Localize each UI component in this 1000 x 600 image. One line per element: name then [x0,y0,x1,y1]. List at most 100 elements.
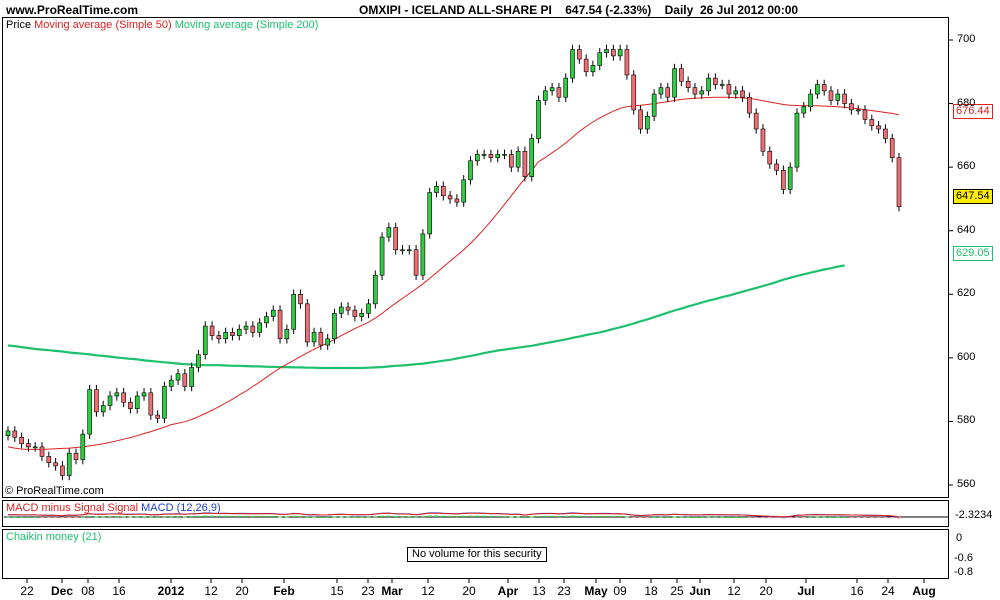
candle-body [141,392,147,397]
macd-histogram-bar [556,516,561,518]
legend-ma200: Moving average (Simple 200) [174,19,319,31]
candle-body [352,309,358,317]
macd-histogram-bar [380,515,385,517]
x-tick-label: 24 [881,584,895,598]
macd-histogram-bar [230,515,235,517]
candle-body [468,160,473,181]
candle-body [604,49,609,54]
candle-body [270,309,276,317]
chaikin-tick-0: 0 [956,532,963,544]
candle-body [658,87,664,95]
candle-body [611,49,616,57]
chaikin-tick-2: -0.8 [954,566,973,578]
candle-body [876,125,881,130]
macd-histogram-bar [74,517,79,518]
macd-histogram-bar [461,515,466,517]
candle-body [168,379,174,387]
candle-body [692,87,698,95]
macd-histogram-bar [801,517,806,518]
candle-body [128,402,133,410]
macd-histogram-bar [305,516,310,518]
x-tick-label: Aug [912,584,936,598]
candle-body [66,452,72,476]
macd-histogram-bar [142,516,147,518]
macd-histogram-bar [740,516,745,518]
macd-histogram-bar [822,516,827,518]
y-tick-label: 600 [957,350,976,363]
candle-body [842,93,847,104]
macd-histogram-bar [672,516,677,518]
candle-body [202,325,208,355]
y-tick-label: 660 [957,160,976,173]
candle-body [366,303,371,314]
candle-body [577,49,582,60]
macd-histogram-bar [692,516,697,518]
macd-signal-line [7,512,900,518]
candle-body [889,138,895,158]
macd-histogram-bar [475,515,480,517]
macd-histogram-bar [760,517,765,518]
x-tick-label: 2012 [157,584,185,598]
candle-body [134,395,140,410]
macd-histogram-bar [570,515,575,517]
candle-body [862,109,868,120]
macd-histogram-bar [148,516,153,518]
x-tick-label: Apr [497,584,519,598]
macd-histogram-bar [767,517,772,519]
macd-histogram-bar [33,516,38,518]
x-tick-label: Mar [381,584,403,598]
candle-body [570,49,575,79]
candle-body [223,332,228,340]
candle-body [733,90,739,95]
candle-body [413,249,419,276]
x-tick-label: 18 [644,584,658,598]
macd-histogram-bar [488,515,493,517]
candle-body [849,103,854,111]
candle-body [855,109,861,112]
candle-body [121,392,126,403]
candle-body [529,138,535,177]
macd-histogram-bar [162,516,167,518]
x-tick-label: 12 [204,584,218,598]
macd-histogram-bar [278,516,283,518]
candle-body [896,157,902,208]
candle-body [488,154,494,158]
macd-histogram-bar [264,515,269,517]
macd-histogram-bar [842,516,847,518]
macd-histogram-bar [890,517,895,518]
macd-histogram-bar [414,516,419,518]
macd-histogram-bar [618,515,623,517]
candle-body [481,154,487,156]
x-tick-label: 20 [462,584,476,598]
candle-body [495,154,501,158]
ma200-line [7,264,845,370]
macd-histogram-bar [407,516,412,518]
candle-body [107,395,113,406]
x-tick-label: 23 [557,584,571,598]
candle-body [230,332,235,336]
candle-body [100,405,106,413]
candle-body [236,328,242,336]
candle-body [787,166,793,190]
candle-body [536,100,541,139]
candle-body [515,150,521,168]
macd-histogram-bar [298,516,303,518]
macd-histogram-bar [794,517,799,518]
macd-histogram-bar [94,516,99,518]
macd-histogram-bar [733,516,738,518]
macd-histogram-bar [747,517,752,518]
no-volume-box: No volume for this security [407,547,547,562]
x-tick-label: 16 [112,584,126,598]
candle-body [740,90,745,98]
candle-body [182,373,188,387]
site-name[interactable]: www.ProRealTime.com [6,3,139,17]
candle-body [679,68,684,82]
candle-body [801,106,807,114]
candle-body [645,115,650,130]
macd-histogram-bar [774,517,779,519]
x-tick-label: 25 [670,584,684,598]
macd-histogram-bar [781,517,786,519]
macd-histogram-bar [468,515,473,517]
macd-histogram-bar [828,516,833,518]
